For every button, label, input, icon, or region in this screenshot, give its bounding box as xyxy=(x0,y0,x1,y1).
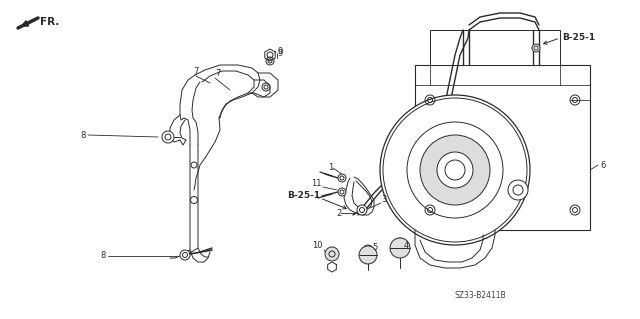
Circle shape xyxy=(380,95,530,245)
Circle shape xyxy=(394,238,406,250)
Text: 3: 3 xyxy=(381,195,387,204)
Text: B-25-1: B-25-1 xyxy=(562,33,595,42)
Text: 6: 6 xyxy=(600,160,605,169)
Text: 7: 7 xyxy=(193,68,198,77)
Text: SZ33-B2411B: SZ33-B2411B xyxy=(454,292,506,300)
Circle shape xyxy=(532,44,540,52)
Text: 8: 8 xyxy=(80,130,85,139)
Text: B-25-1: B-25-1 xyxy=(287,190,320,199)
FancyBboxPatch shape xyxy=(430,30,560,65)
Circle shape xyxy=(162,131,174,143)
Text: 4: 4 xyxy=(404,241,409,249)
Text: 10: 10 xyxy=(312,241,323,250)
Polygon shape xyxy=(328,262,337,272)
Circle shape xyxy=(420,135,490,205)
Circle shape xyxy=(508,180,528,200)
Circle shape xyxy=(363,245,373,255)
Text: 9: 9 xyxy=(278,48,284,57)
Circle shape xyxy=(338,174,346,182)
Text: 11: 11 xyxy=(312,179,322,188)
Text: 5: 5 xyxy=(372,243,377,253)
Text: 9: 9 xyxy=(278,48,284,56)
Text: 7: 7 xyxy=(215,69,220,78)
Text: FR.: FR. xyxy=(40,17,60,27)
Text: 2: 2 xyxy=(336,209,341,218)
Text: 1: 1 xyxy=(328,164,333,173)
Circle shape xyxy=(266,57,274,65)
Circle shape xyxy=(338,188,346,196)
Circle shape xyxy=(437,152,473,188)
Polygon shape xyxy=(265,49,275,61)
Circle shape xyxy=(359,246,377,264)
Circle shape xyxy=(325,247,339,261)
FancyBboxPatch shape xyxy=(415,65,590,230)
Circle shape xyxy=(357,205,367,215)
Text: 8: 8 xyxy=(100,251,106,261)
Circle shape xyxy=(390,238,410,258)
Circle shape xyxy=(180,250,190,260)
